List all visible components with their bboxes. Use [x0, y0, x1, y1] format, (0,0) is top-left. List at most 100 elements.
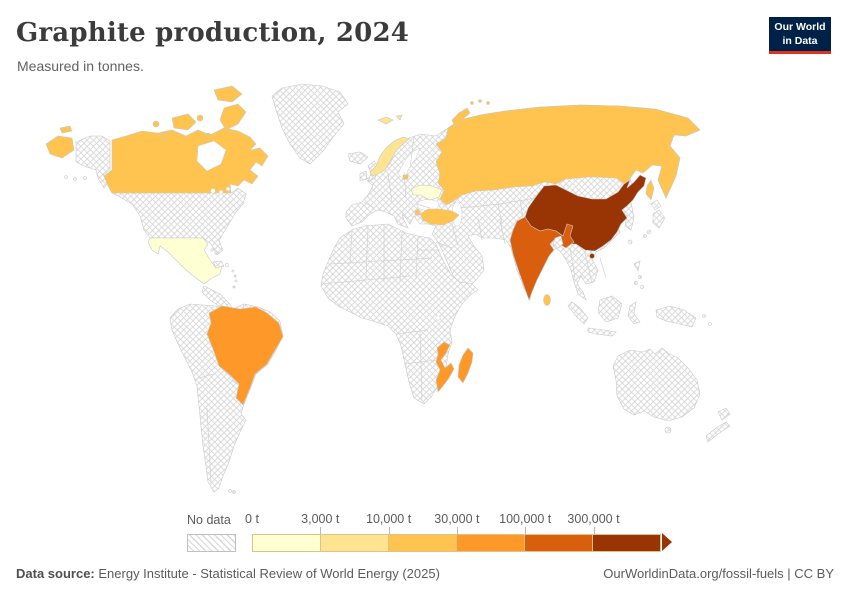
legend-bin-1[interactable]	[321, 535, 389, 551]
country-brazil[interactable]	[206, 305, 284, 406]
country-alaska-usa[interactable]	[75, 135, 111, 189]
antilles-island[interactable]	[233, 274, 237, 278]
pacific-island[interactable]	[702, 314, 706, 318]
legend-tick-label: 300,000 t	[567, 512, 620, 526]
country-philippines[interactable]	[640, 285, 644, 289]
owid-logo[interactable]: Our World in Data	[769, 17, 831, 55]
country-russia-chukotka[interactable]	[45, 135, 75, 159]
antilles-island[interactable]	[232, 285, 236, 289]
country-canada-arctic-island[interactable]	[196, 114, 204, 122]
country-canada-ellesmere-island[interactable]	[213, 85, 243, 103]
country-norway[interactable]	[369, 136, 410, 177]
country-indonesia-borneo[interactable]	[597, 295, 623, 323]
bahamas-island[interactable]	[214, 251, 218, 255]
country-russia-novaya-zemlya[interactable]	[451, 107, 471, 128]
country-russia[interactable]	[435, 104, 701, 206]
country-sri-lanka[interactable]	[543, 294, 551, 306]
bahamas-island[interactable]	[210, 248, 214, 252]
country-turkey-thrace[interactable]	[414, 208, 421, 216]
country-russia-arctic-island[interactable]	[478, 99, 482, 103]
country-russia-wrangel[interactable]	[59, 125, 73, 134]
attribution-link[interactable]: OurWorldinData.org/fossil-fuels | CC BY	[603, 566, 834, 581]
country-indonesia-java[interactable]	[587, 327, 617, 337]
legend-colorbar	[252, 534, 661, 552]
country-mexico[interactable]	[147, 237, 223, 285]
border-lines-africa	[321, 225, 440, 401]
lake-victoria	[435, 315, 441, 321]
country-madagascar[interactable]	[457, 347, 474, 384]
legend-tick-mark	[456, 527, 458, 534]
aleutian-island[interactable]	[83, 176, 87, 180]
country-canada-victoria-island[interactable]	[171, 113, 197, 131]
country-japan[interactable]	[643, 234, 647, 238]
chart-subtitle: Measured in tonnes.	[17, 58, 144, 74]
legend-bin-3[interactable]	[457, 535, 525, 551]
legend-arrow	[662, 533, 672, 551]
map-legend: No data 0 t 3,000 t 10,000 t 30,000 t 100,00…	[0, 508, 850, 556]
falkland-island[interactable]	[228, 489, 232, 493]
country-philippines[interactable]	[634, 281, 638, 285]
great-lake	[218, 189, 224, 195]
country-mozambique[interactable]	[435, 341, 455, 393]
country-new-zealand[interactable]	[705, 421, 731, 443]
antilles-island[interactable]	[231, 269, 235, 273]
country-ireland[interactable]	[359, 170, 368, 182]
legend-tick-mark	[593, 527, 595, 534]
country-bangladesh[interactable]	[552, 235, 564, 249]
country-taiwan[interactable]	[627, 239, 633, 245]
country-australia[interactable]	[612, 347, 701, 422]
hudson-bay	[196, 140, 227, 172]
world-map	[45, 83, 731, 494]
pacific-island[interactable]	[708, 322, 712, 326]
country-philippines[interactable]	[633, 260, 641, 272]
country-canada-arctic-island[interactable]	[160, 132, 168, 140]
legend-tick-label: 100,000 t	[499, 512, 552, 526]
country-iceland[interactable]	[347, 151, 369, 165]
country-canada[interactable]	[103, 127, 269, 194]
country-russia-arctic-island[interactable]	[486, 101, 490, 105]
country-indonesia-sulawesi[interactable]	[627, 301, 641, 325]
legend-bin-5[interactable]	[593, 535, 660, 551]
legend-tick-label: 3,000 t	[301, 512, 340, 526]
country-norway-svalbard[interactable]	[377, 116, 394, 125]
country-new-guinea[interactable]	[655, 305, 697, 328]
country-japan[interactable]	[652, 209, 666, 229]
legend-tick-label: 0 t	[245, 512, 259, 526]
legend-tick-mark	[320, 527, 322, 534]
aleutian-island[interactable]	[73, 177, 77, 181]
country-canada-arctic-island[interactable]	[152, 120, 160, 128]
country-russia-sakhalin[interactable]	[645, 179, 655, 201]
country-norway-svalbard[interactable]	[395, 114, 403, 121]
legend-bin-4[interactable]	[525, 535, 593, 551]
country-indonesia-sumatra[interactable]	[567, 301, 589, 325]
country-usa[interactable]	[111, 187, 247, 256]
country-china-hainan[interactable]	[589, 253, 595, 259]
country-philippines[interactable]	[638, 275, 642, 279]
country-new-zealand[interactable]	[717, 407, 731, 421]
country-canada-baffin-island[interactable]	[219, 103, 247, 131]
legend-tick-label: 10,000 t	[366, 512, 412, 526]
owid-logo-line2: in Data	[782, 34, 818, 47]
no-data-label: No data	[187, 513, 231, 527]
antilles-island[interactable]	[234, 279, 238, 283]
country-ukraine[interactable]	[410, 184, 443, 201]
country-canada-arctic-island[interactable]	[204, 132, 212, 140]
great-lake	[210, 188, 216, 194]
border-lines-europe	[363, 137, 431, 209]
country-russia-kaliningrad[interactable]	[402, 174, 409, 180]
country-tasmania[interactable]	[664, 426, 672, 434]
no-data-swatch[interactable]	[187, 534, 236, 552]
legend-bin-0[interactable]	[253, 535, 321, 551]
country-greenland[interactable]	[271, 83, 349, 165]
legend-bin-2[interactable]	[389, 535, 457, 551]
country-russia-arctic-island[interactable]	[470, 101, 474, 105]
aleutian-island[interactable]	[64, 175, 68, 179]
data-source-label: Data source:	[16, 566, 95, 581]
falkland-island[interactable]	[232, 490, 236, 494]
country-japan[interactable]	[650, 199, 662, 211]
country-japan[interactable]	[646, 229, 652, 235]
country-puerto-rico[interactable]	[225, 263, 229, 267]
country-turkey[interactable]	[419, 208, 460, 226]
data-source-text[interactable]: Energy Institute - Statistical Review of…	[98, 566, 440, 581]
